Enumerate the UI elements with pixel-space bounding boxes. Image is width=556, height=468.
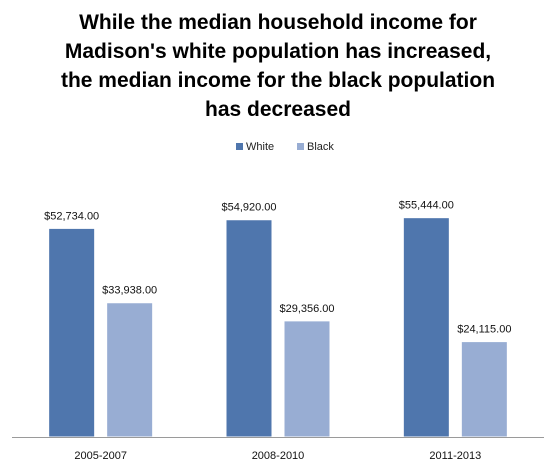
bar-white-2008-2010 xyxy=(225,219,273,438)
bar-black-2005-2007 xyxy=(106,302,154,438)
chart-title-line-2: Madison's white population has increased… xyxy=(64,40,492,63)
x-tick-label-2005-2007: 2005-2007 xyxy=(74,450,127,462)
data-label-black-2008-2010: $29,356.00 xyxy=(279,303,334,315)
data-label-black-2005-2007: $33,938.00 xyxy=(102,285,157,297)
x-tick-label-2011-2013: 2011-2013 xyxy=(429,450,481,462)
chart-title-line-4: has decreased xyxy=(205,98,351,121)
chart-title-line-1: While the median household income for xyxy=(79,11,477,34)
bar-white-2005-2007 xyxy=(48,227,96,438)
bar-black-2011-2013 xyxy=(460,341,508,438)
legend-swatch-white xyxy=(236,143,243,150)
data-label-group: $52,734.00 $33,938.00 $54,920.00 $29,356.00… xyxy=(44,200,511,336)
data-label-black-2011-2013: $24,115.00 xyxy=(457,324,511,336)
legend-swatch-black xyxy=(297,143,304,150)
legend-label-white: White xyxy=(246,141,274,153)
x-axis: 2005-2007 2008-2010 2011-2013 xyxy=(12,437,544,462)
legend-label-black: Black xyxy=(307,141,334,153)
chart-title: While the median household income for Ma… xyxy=(0,8,556,124)
data-label-white-2005-2007: $52,734.00 xyxy=(44,210,99,222)
chart-legend: White Black xyxy=(236,141,334,153)
data-label-white-2008-2010: $54,920.00 xyxy=(221,202,276,214)
chart-title-line-3: the median income for the black populati… xyxy=(60,69,496,92)
data-label-white-2011-2013: $55,444.00 xyxy=(399,200,454,212)
bar-black-2008-2010 xyxy=(283,320,331,438)
bar-group xyxy=(48,217,508,438)
x-tick-label-2008-2010: 2008-2010 xyxy=(252,450,305,462)
bar-white-2011-2013 xyxy=(402,217,450,438)
